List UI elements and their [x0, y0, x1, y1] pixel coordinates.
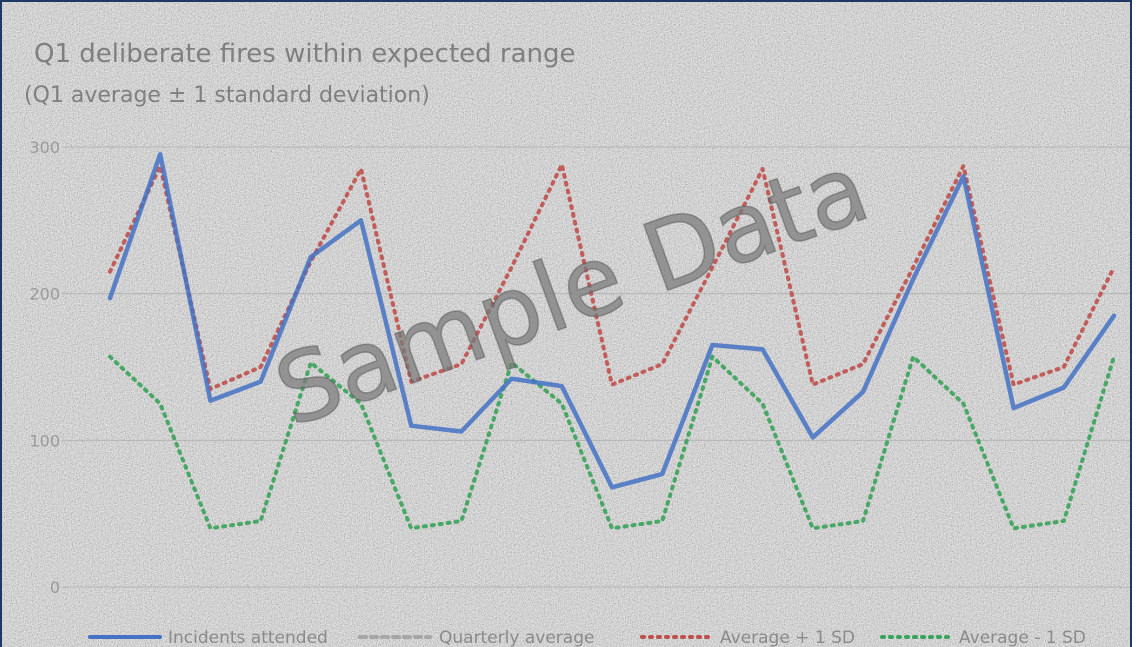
- y-tick-label: 100: [29, 431, 60, 450]
- chart-title: Q1 deliberate fires within expected rang…: [34, 39, 576, 69]
- legend: Incidents attended Quarterly average Avera…: [88, 628, 1086, 647]
- y-tick-label: 200: [29, 285, 60, 304]
- series-lines: [107, 152, 1117, 531]
- legend-label: Quarterly average: [439, 628, 594, 647]
- series-line-average-1-sd: [108, 354, 1116, 531]
- y-axis-ticks: 0 100 200 300: [29, 138, 60, 597]
- gridlines: [62, 146, 1130, 588]
- series-line-incidents-attended: [107, 152, 1117, 490]
- chart-subtitle: (Q1 average ± 1 standard deviation): [24, 83, 430, 108]
- y-tick-label: 0: [50, 578, 60, 597]
- y-tick-label: 300: [29, 138, 60, 157]
- legend-label: Average + 1 SD: [720, 628, 855, 647]
- legend-label: Incidents attended: [168, 628, 328, 647]
- legend-label: Average - 1 SD: [959, 628, 1086, 647]
